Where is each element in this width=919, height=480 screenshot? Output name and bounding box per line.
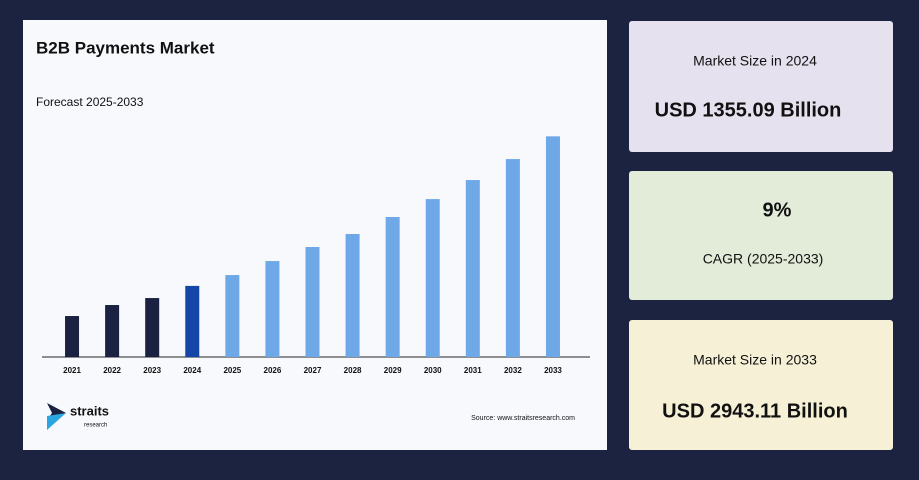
- source: Source: www.straitsresearch.com: [471, 415, 575, 422]
- logo-sub: research: [84, 423, 107, 429]
- bar: [265, 261, 280, 357]
- x-tick-label: 2030: [424, 366, 442, 375]
- x-tick-label: 2021: [63, 366, 81, 375]
- card-value: USD 2943.11 Billion: [662, 400, 848, 422]
- chart-title: B2B Payments Market: [36, 38, 215, 57]
- bar: [345, 234, 360, 357]
- card-label: Market Size in 2033: [693, 352, 817, 368]
- x-tick-label: 2024: [183, 366, 201, 375]
- x-tick-label: 2023: [143, 366, 161, 375]
- card-label: Market Size in 2024: [693, 53, 817, 69]
- card-label: CAGR (2025-2033): [703, 251, 824, 267]
- card: [629, 171, 893, 300]
- bar: [505, 159, 520, 357]
- x-tick-label: 2033: [544, 366, 562, 375]
- bar: [185, 285, 200, 357]
- x-tick-label: 2031: [464, 366, 482, 375]
- card: [629, 320, 893, 450]
- bar: [145, 298, 160, 357]
- x-tick-label: 2029: [384, 366, 402, 375]
- bar: [465, 180, 480, 357]
- x-tick-label: 2025: [223, 366, 241, 375]
- bar: [65, 316, 80, 357]
- card: [629, 21, 893, 152]
- x-tick-label: 2032: [504, 366, 522, 375]
- bar: [305, 247, 320, 357]
- x-tick-label: 2028: [344, 366, 362, 375]
- chart-subtitle: Forecast 2025-2033: [36, 95, 144, 109]
- bar: [425, 199, 440, 357]
- logo-name: straits: [70, 403, 109, 418]
- x-tick-label: 2027: [304, 366, 322, 375]
- bar: [545, 136, 560, 357]
- bar: [105, 305, 120, 357]
- x-tick-label: 2026: [264, 366, 282, 375]
- card-value: USD 1355.09 Billion: [655, 99, 842, 121]
- card-value: 9%: [763, 199, 792, 221]
- bar: [385, 216, 400, 357]
- bar: [225, 275, 240, 357]
- logo-mark: [47, 413, 66, 430]
- x-tick-label: 2022: [103, 366, 121, 375]
